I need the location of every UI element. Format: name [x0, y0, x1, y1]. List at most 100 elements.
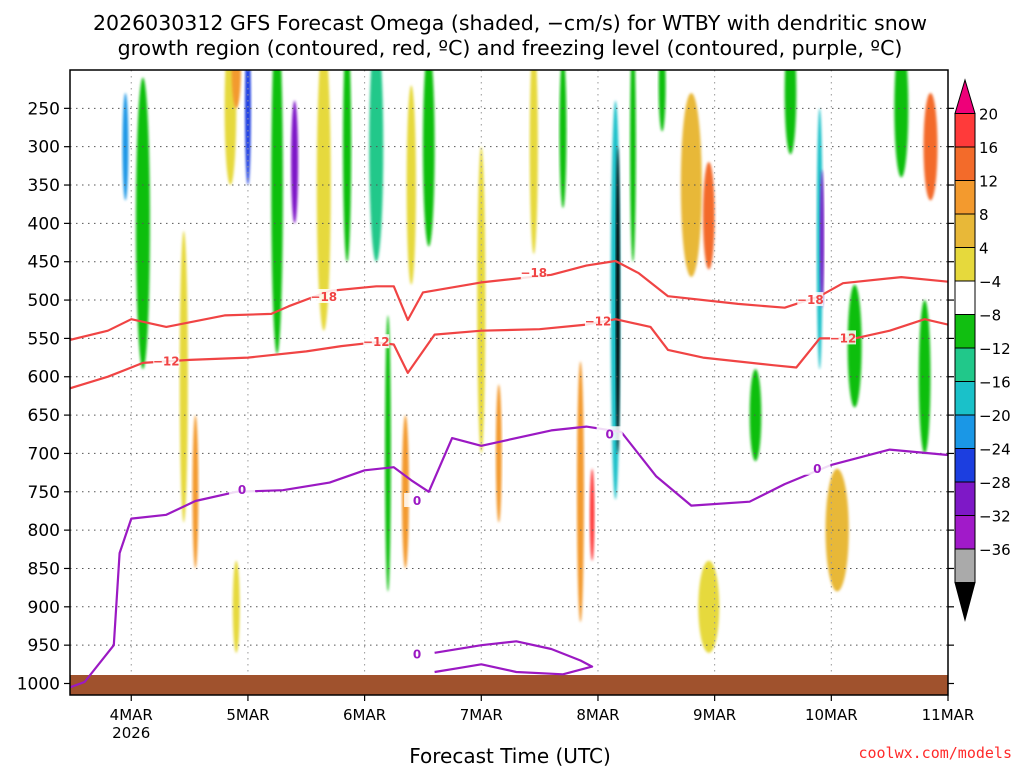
colorbar-swatch [954, 381, 976, 416]
contour-label: −12 [153, 354, 180, 368]
contour-label-background [520, 265, 547, 280]
omega-cell [923, 93, 938, 201]
colorbar-bottom-arrow [954, 582, 976, 622]
y-tick-label: 450 [28, 253, 60, 273]
omega-cell [179, 231, 188, 523]
x-tick-label: 5MAR [226, 706, 269, 724]
ground-surface [70, 675, 948, 695]
colorbar-swatch [954, 314, 976, 349]
chart-title-line-2: growth region (contoured, red, ºC) and f… [118, 36, 903, 60]
y-tick-label: 600 [28, 368, 60, 388]
contour-label-background [363, 334, 390, 349]
colorbar-swatch [954, 515, 976, 550]
omega-cell [680, 93, 702, 278]
colorbar-label: −4 [979, 273, 1001, 291]
y-tick-label: 1000 [17, 674, 60, 694]
y-tick-label: 300 [28, 138, 60, 158]
chart-title-line-1: 2026030312 GFS Forecast Omega (shaded, −… [93, 11, 927, 35]
contour-label-background [404, 646, 431, 661]
contour-lines: −18 −18 −18 −12 −12 −12 −12 0 0 0 0 0 [70, 259, 948, 689]
omega-cell [495, 384, 502, 523]
omega-cell [918, 300, 931, 454]
colorbar-top-arrow [954, 78, 976, 114]
y-tick-label: 400 [28, 214, 60, 234]
omega-cell [784, 70, 797, 155]
x-tick-label: 9MAR [693, 706, 736, 724]
omega-cell [369, 70, 384, 262]
contour-label: 0 [413, 647, 421, 661]
colorbar-label: 4 [979, 240, 989, 258]
axes: 250 300 350 400 450 500 550 600 650 700 750 800 850 9… [17, 99, 975, 742]
omega-cell [698, 560, 720, 653]
y-tick-label: 550 [28, 329, 60, 349]
contour-dendritic-minus12 [70, 318, 948, 390]
omega-cell [291, 100, 299, 224]
omega-cell [245, 70, 251, 186]
colorbar-swatch [954, 113, 976, 148]
colorbar-label: −28 [979, 474, 1011, 492]
omega-cell [406, 85, 416, 285]
colorbar-label: 16 [979, 139, 998, 157]
contour-label: −18 [310, 290, 337, 304]
y-tick-label: 800 [28, 521, 60, 541]
y-tick-label: 650 [28, 406, 60, 426]
x-tick-label: 6MAR [343, 706, 386, 724]
contour-label-background [797, 292, 824, 307]
x-tick-label: 8MAR [576, 706, 619, 724]
x-axis-title: Forecast Time (UTC) [409, 744, 611, 768]
x-tick-sublabel: 2026 [112, 724, 150, 742]
contour-label-background [404, 492, 431, 507]
colorbar-label: −32 [979, 508, 1011, 526]
x-tick-label: 11MAR [922, 706, 975, 724]
colorbar-swatch [954, 548, 976, 583]
colorbar-swatch [954, 448, 976, 483]
colorbar: 20 16 12 8 4 −4 −8 −12 −16 −20 −24 −28 −32 −36 [954, 78, 1011, 622]
contour-label: −12 [363, 335, 390, 349]
x-tick-label: 4MAR [110, 706, 153, 724]
omega-cell [529, 70, 538, 255]
omega-cell [231, 70, 241, 109]
omega-cell [819, 169, 824, 308]
omega-cell [894, 70, 909, 178]
x-tick-label: 7MAR [460, 706, 503, 724]
contour-label: −12 [585, 315, 612, 329]
y-tick-label: 350 [28, 176, 60, 196]
contour-label: 0 [605, 427, 613, 441]
y-tick-label: 900 [28, 598, 60, 618]
y-tick-label: 250 [28, 99, 60, 119]
colorbar-label: 20 [979, 106, 998, 124]
contour-freezing-level-0-lower [434, 640, 594, 676]
plot-frame [69, 69, 949, 696]
omega-cell [658, 70, 666, 132]
contour-label-background [153, 353, 180, 368]
contour-label-background [229, 482, 256, 497]
contour-label-background [310, 288, 337, 303]
omega-cell [559, 70, 567, 209]
contour-label-background [804, 460, 831, 475]
contour-freezing-level-0 [70, 425, 948, 689]
colorbar-label: −24 [979, 441, 1011, 459]
colorbar-label: 12 [979, 173, 998, 191]
colorbar-swatch [954, 247, 976, 282]
omega-cell [702, 162, 715, 270]
omega-cell [825, 468, 849, 592]
y-tick-label: 700 [28, 444, 60, 464]
y-tick-label: 750 [28, 483, 60, 503]
omega-cell [232, 560, 240, 653]
colorbar-swatch [954, 280, 976, 315]
omega-cell [385, 315, 391, 592]
omega-cell [847, 284, 862, 408]
contour-label-background [596, 426, 623, 441]
omega-cell [422, 70, 435, 247]
omega-cell [343, 70, 352, 262]
colorbar-swatch [954, 180, 976, 215]
omega-cell [589, 468, 595, 561]
y-tick-label: 850 [28, 559, 60, 579]
colorbar-label: −8 [979, 307, 1001, 325]
contour-label: −18 [797, 293, 824, 307]
colorbar-label: −16 [979, 374, 1011, 392]
colorbar-swatch [954, 146, 976, 181]
colorbar-swatch [954, 414, 976, 449]
colorbar-swatch [954, 481, 976, 516]
